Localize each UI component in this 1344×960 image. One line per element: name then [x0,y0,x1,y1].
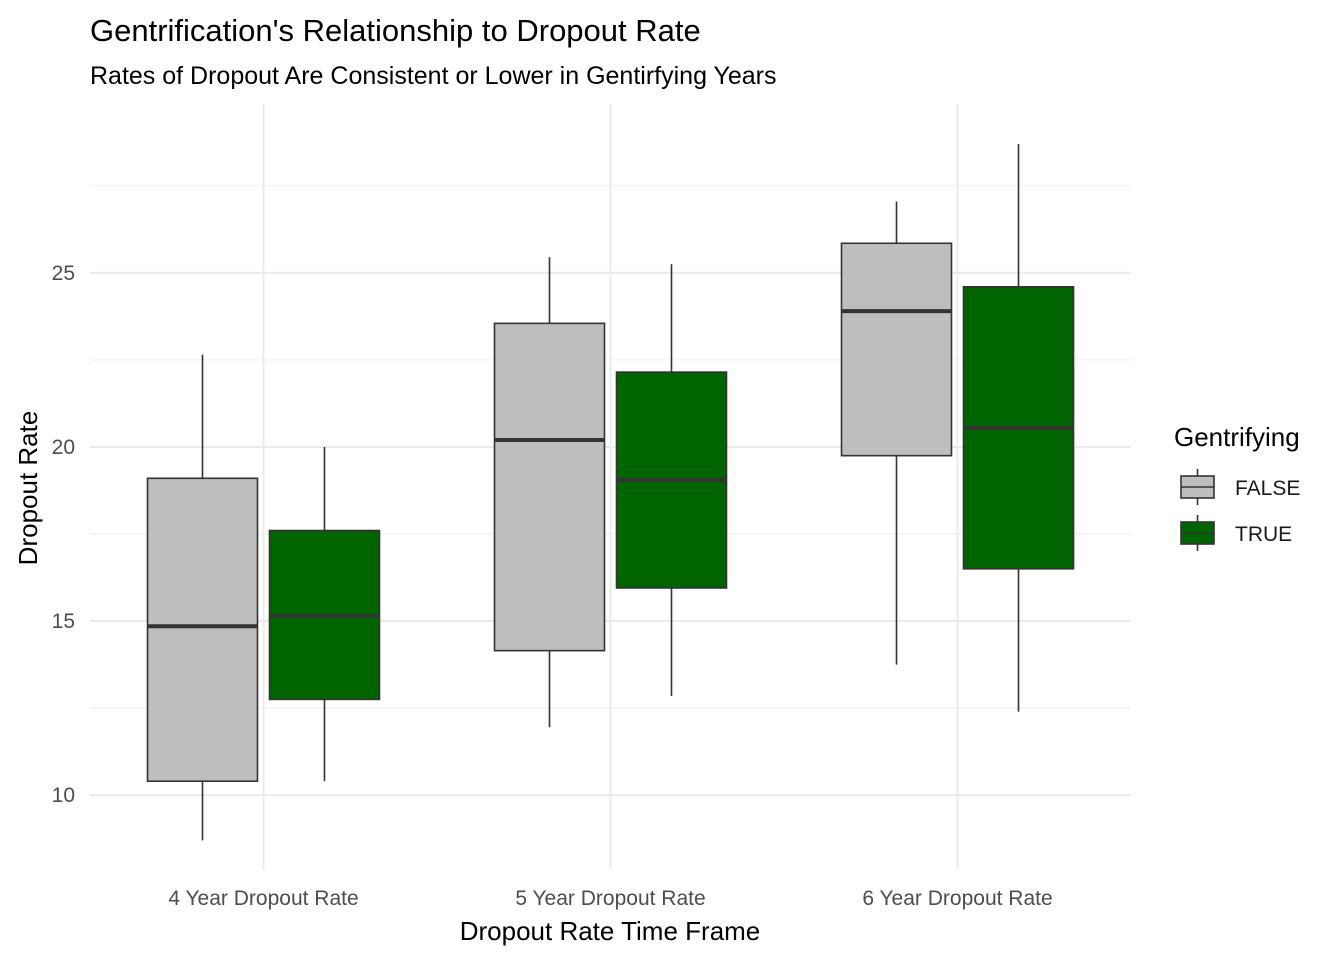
y-axis-ticks: 10 15 20 25 [52,262,75,807]
plot-grid [90,104,1131,870]
box-false-2 [493,257,606,728]
box-true-1 [268,446,381,782]
x-tick-label: 5 Year Dropout Rate [515,887,705,910]
box-false-1 [146,354,259,841]
legend: Gentrifying FALSE TRUE [1174,422,1300,551]
y-tick-label: 25 [52,262,75,285]
chart-subtitle: Rates of Dropout Are Consistent or Lower… [90,62,776,90]
y-axis-title: Dropout Rate [13,411,43,566]
legend-title: Gentrifying [1174,422,1300,452]
legend-label: TRUE [1235,523,1292,546]
y-tick-label: 15 [52,610,75,633]
box-true-2 [615,264,728,696]
plot-boxes [146,144,1075,841]
box-body [493,322,606,652]
box-true-3 [962,144,1075,712]
y-tick-label: 20 [52,436,75,459]
x-tick-label: 6 Year Dropout Rate [862,887,1052,910]
legend-key-false [1180,469,1215,505]
x-axis-title: Dropout Rate Time Frame [460,916,761,946]
legend-label: FALSE [1235,477,1300,500]
box-body [146,477,259,783]
y-tick-label: 10 [52,784,75,807]
box-body [840,242,953,457]
legend-key-true [1180,515,1215,551]
box-false-3 [840,201,953,665]
chart-title: Gentrification's Relationship to Dropout… [90,13,701,48]
x-axis-ticks: 4 Year Dropout Rate 5 Year Dropout Rate 6 … [168,887,1052,910]
x-tick-label: 4 Year Dropout Rate [168,887,358,910]
